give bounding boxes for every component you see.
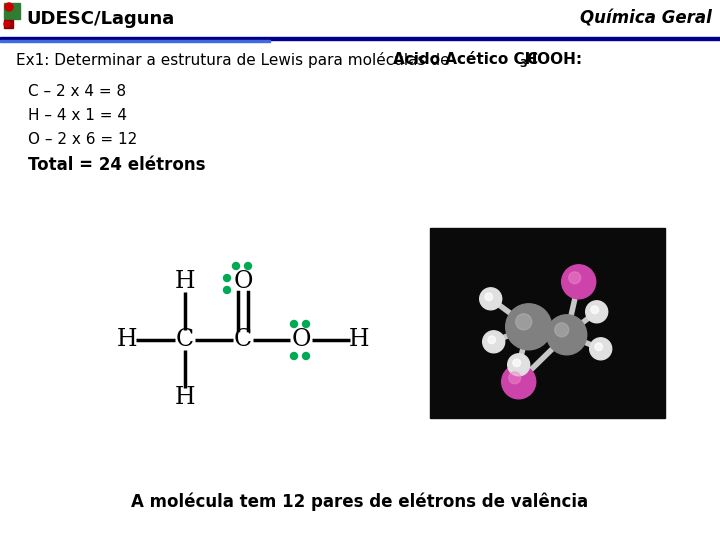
- Text: A molécula tem 12 pares de elétrons de valência: A molécula tem 12 pares de elétrons de v…: [132, 492, 588, 511]
- Circle shape: [505, 304, 552, 350]
- Circle shape: [5, 3, 13, 11]
- Text: O: O: [292, 328, 311, 352]
- Circle shape: [233, 262, 240, 269]
- Circle shape: [482, 331, 505, 353]
- Circle shape: [585, 301, 608, 323]
- Circle shape: [302, 321, 310, 327]
- Circle shape: [595, 343, 603, 350]
- Circle shape: [569, 272, 580, 284]
- Text: C: C: [176, 328, 194, 352]
- Bar: [0, 37, 720, 40]
- Circle shape: [488, 336, 495, 343]
- Text: O – 2 x 6 = 12: O – 2 x 6 = 12: [28, 132, 138, 147]
- Circle shape: [508, 354, 530, 376]
- Circle shape: [480, 288, 502, 310]
- Text: Total = 24 elétrons: Total = 24 elétrons: [28, 156, 205, 174]
- Circle shape: [546, 315, 587, 355]
- Text: Acido Acético CH: Acido Acético CH: [393, 52, 537, 68]
- Circle shape: [590, 338, 612, 360]
- Circle shape: [223, 287, 230, 294]
- Circle shape: [502, 365, 536, 399]
- Circle shape: [509, 372, 521, 384]
- Text: UDESC/Laguna: UDESC/Laguna: [26, 10, 174, 28]
- Circle shape: [245, 262, 251, 269]
- Text: H: H: [175, 387, 195, 409]
- Circle shape: [290, 353, 297, 360]
- Circle shape: [554, 323, 569, 337]
- Text: H: H: [175, 271, 195, 294]
- Circle shape: [591, 306, 598, 314]
- Circle shape: [513, 359, 521, 367]
- Bar: [4, 3, 20, 19]
- Text: 3: 3: [519, 59, 526, 69]
- Bar: [0, 40, 270, 42]
- Text: O: O: [233, 271, 253, 294]
- Text: Ex1: Determinar a estrutura de Lewis para moléculas de: Ex1: Determinar a estrutura de Lewis par…: [16, 52, 454, 68]
- Circle shape: [516, 314, 532, 330]
- Circle shape: [485, 293, 492, 301]
- Text: Química Geral: Química Geral: [580, 10, 712, 28]
- Text: C – 2 x 4 = 8: C – 2 x 4 = 8: [28, 84, 126, 99]
- Circle shape: [290, 321, 297, 327]
- Circle shape: [223, 274, 230, 281]
- Bar: [430, 228, 665, 418]
- Text: H – 4 x 1 = 4: H – 4 x 1 = 4: [28, 109, 127, 124]
- Text: H: H: [117, 328, 138, 352]
- Bar: [0, 0, 720, 38]
- Circle shape: [4, 21, 10, 27]
- Circle shape: [562, 265, 595, 299]
- Text: C: C: [234, 328, 252, 352]
- Text: COOH:: COOH:: [526, 52, 582, 68]
- Text: H: H: [348, 328, 369, 352]
- Circle shape: [302, 353, 310, 360]
- Bar: [4, 20, 13, 28]
